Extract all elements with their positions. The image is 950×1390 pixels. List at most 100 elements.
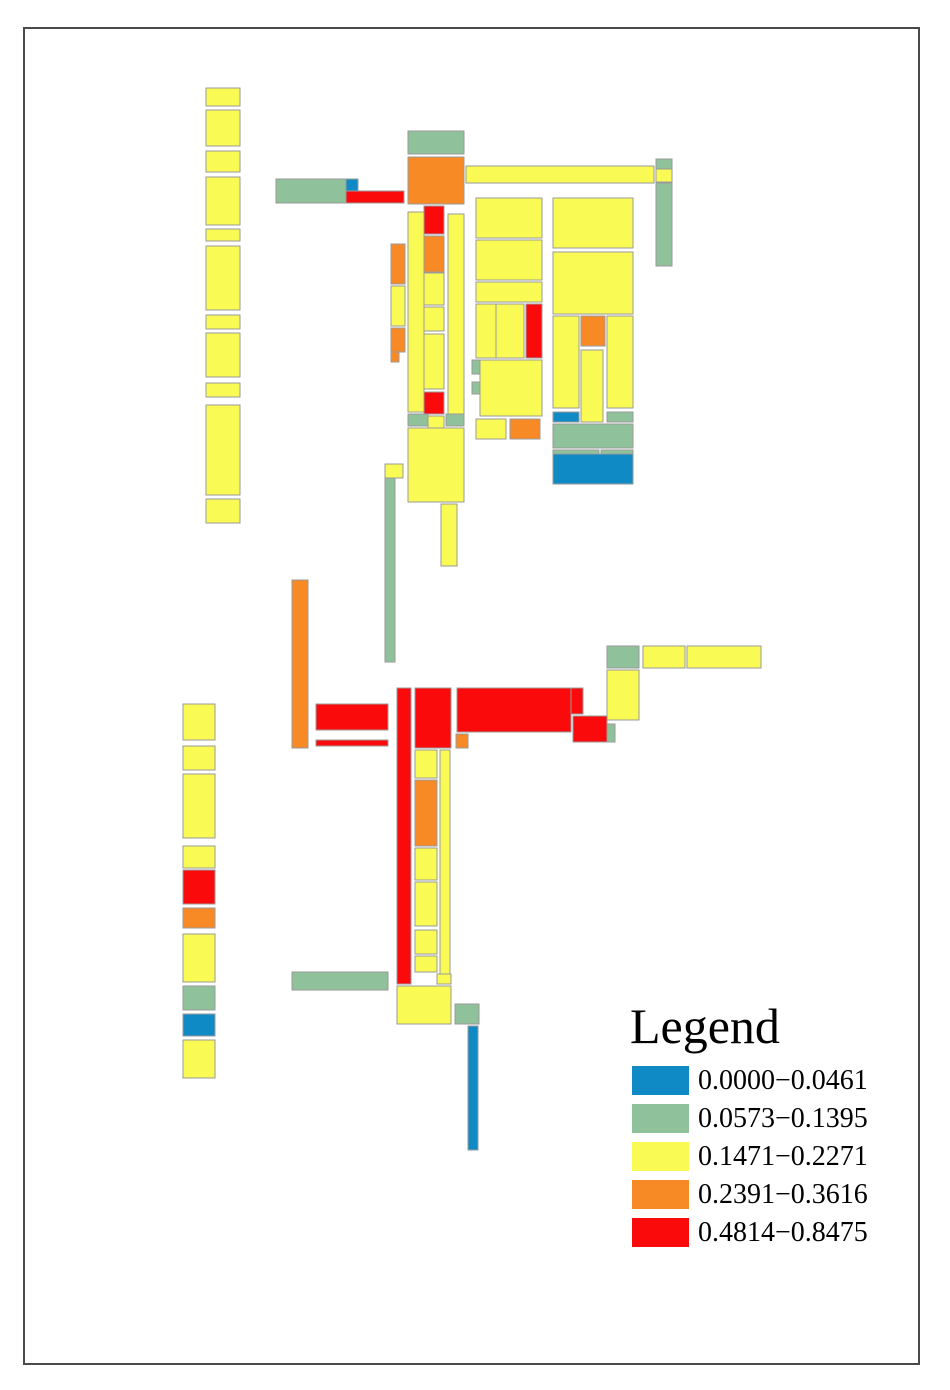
- parcel-class-2: [423, 272, 445, 306]
- legend-label: 0.0573−0.1395: [698, 1103, 868, 1134]
- legend-item-class-2: 0.1471−0.2271: [628, 1140, 918, 1178]
- parcel-class-2: [414, 847, 438, 881]
- parcel-class-0: [182, 1013, 216, 1037]
- legend-swatch: [632, 1104, 689, 1133]
- parcel-class-2: [655, 168, 673, 183]
- parcel-class-1: [275, 178, 347, 204]
- parcel-class-2: [414, 929, 438, 955]
- parcel-class-2: [205, 332, 241, 378]
- legend-label: 0.2391−0.3616: [698, 1179, 868, 1210]
- parcel-class-1: [454, 1003, 480, 1025]
- parcel-class-4: [423, 391, 445, 415]
- legend-item-class-3: 0.2391−0.3616: [628, 1178, 918, 1216]
- parcel-class-2: [465, 165, 655, 184]
- parcel-class-3: [423, 235, 445, 273]
- parcel-class-2: [495, 303, 525, 359]
- parcel-class-4: [456, 687, 572, 733]
- legend-label: 0.4814−0.8475: [698, 1217, 868, 1248]
- parcel-class-1: [552, 423, 634, 449]
- parcel-class-2: [642, 645, 686, 669]
- parcel-class-0: [345, 178, 359, 192]
- parcel-class-1: [471, 381, 481, 395]
- parcel-class-1: [471, 359, 481, 375]
- parcel-class-1: [291, 971, 389, 991]
- parcel-class-2: [580, 349, 604, 423]
- parcel-class-1: [655, 158, 673, 170]
- parcel-class-2: [440, 503, 458, 567]
- parcel-class-2: [182, 1039, 216, 1079]
- parcel-class-2: [686, 645, 762, 669]
- parcel-class-1: [407, 413, 429, 427]
- parcel-class-2: [407, 211, 425, 413]
- parcel-class-3: [509, 418, 541, 440]
- parcel-class-3: [390, 327, 406, 353]
- parcel-class-2: [423, 306, 445, 332]
- parcel-class-2: [407, 427, 465, 503]
- parcel-class-4: [315, 703, 389, 731]
- legend-item-class-4: 0.4814−0.8475: [628, 1216, 918, 1254]
- parcel-class-2: [475, 281, 543, 303]
- legend-swatch: [632, 1142, 689, 1171]
- parcel-class-2: [182, 845, 216, 869]
- parcel-class-2: [423, 333, 445, 390]
- parcel-class-2: [205, 382, 241, 398]
- parcel-class-2: [205, 150, 241, 173]
- parcel-class-3: [182, 907, 216, 929]
- parcel-class-0: [467, 1025, 479, 1151]
- parcel-class-2: [205, 109, 241, 147]
- parcel-class-3: [390, 243, 406, 285]
- parcel-class-2: [552, 251, 634, 315]
- parcel-class-2: [414, 749, 438, 779]
- parcel-class-2: [475, 197, 543, 239]
- parcel-class-1: [445, 413, 465, 427]
- parcel-class-2: [414, 955, 438, 973]
- parcel-class-1: [182, 985, 216, 1011]
- parcel-class-2: [205, 498, 241, 524]
- parcel-class-2: [182, 745, 216, 771]
- parcel-class-2: [390, 285, 406, 327]
- parcel-class-4: [315, 739, 389, 747]
- parcel-class-2: [182, 773, 216, 839]
- parcel-class-1: [384, 477, 396, 663]
- parcel-class-2: [414, 881, 438, 927]
- parcel-class-2: [205, 228, 241, 242]
- parcel-class-4: [345, 190, 405, 204]
- parcel-class-1: [606, 411, 634, 423]
- parcel-class-0: [552, 411, 580, 423]
- parcel-class-2: [439, 749, 451, 977]
- parcel-class-2: [205, 314, 241, 330]
- parcel-class-4: [572, 715, 608, 743]
- legend-swatch: [632, 1180, 689, 1209]
- parcel-class-2: [205, 87, 241, 107]
- parcel-class-2: [396, 985, 452, 1025]
- legend-swatch: [632, 1066, 689, 1095]
- legend-swatch: [632, 1218, 689, 1247]
- parcel-class-2: [205, 404, 241, 496]
- parcel-class-4: [396, 687, 412, 985]
- parcel-class-2: [606, 315, 634, 409]
- parcel-class-1: [655, 182, 673, 267]
- parcel-class-2: [182, 703, 216, 741]
- parcel-class-3: [407, 156, 465, 205]
- parcel-class-0: [552, 453, 634, 485]
- parcel-class-4: [525, 303, 543, 359]
- parcel-class-1: [407, 130, 465, 155]
- parcel-class-2: [182, 933, 216, 983]
- parcel-class-3: [580, 315, 606, 347]
- parcel-class-2: [606, 669, 640, 721]
- parcel-class-3: [414, 779, 438, 847]
- parcel-class-4: [423, 205, 445, 235]
- parcel-class-4: [182, 869, 216, 905]
- legend-label: 0.0000−0.0461: [698, 1065, 868, 1096]
- parcel-class-3: [390, 351, 400, 363]
- parcel-class-4: [570, 687, 584, 715]
- parcel-class-2: [475, 418, 507, 440]
- parcel-class-2: [552, 197, 634, 249]
- parcel-class-2: [479, 359, 543, 417]
- legend-label: 0.1471−0.2271: [698, 1141, 868, 1172]
- legend: Legend 0.0000−0.0461 0.0573−0.1395 0.147…: [628, 996, 918, 1254]
- parcel-class-1: [606, 723, 616, 743]
- parcel-class-2: [427, 415, 445, 429]
- parcel-class-2: [475, 239, 543, 281]
